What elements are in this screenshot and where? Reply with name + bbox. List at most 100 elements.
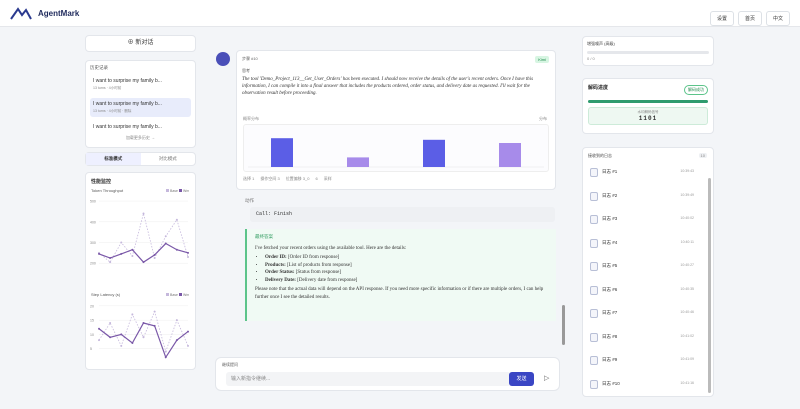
log-item[interactable]: 日志 #1 10:39:43: [588, 165, 708, 189]
log-scrollbar[interactable]: [708, 178, 711, 393]
log-time: 10:40:35: [680, 286, 694, 291]
point: [120, 344, 123, 347]
point: [164, 235, 167, 238]
history-item[interactable]: I want to surprise my family b... 13 turn…: [90, 98, 191, 117]
answer-item: Delivery Date: [Delivery date from respo…: [265, 277, 548, 285]
log-name: 日志 #2: [602, 192, 618, 198]
input-label: 继续提问: [222, 362, 238, 367]
header-button[interactable]: 中文: [765, 11, 790, 26]
dist-footer-item: 6: [315, 176, 318, 181]
point: [131, 254, 134, 257]
log-item[interactable]: 日志 #5 10:40:27: [588, 259, 708, 283]
new-chat-button[interactable]: ⊕ 新对话: [85, 35, 196, 52]
noise-slider[interactable]: [587, 51, 709, 54]
point: [153, 310, 156, 313]
throughput-chart: Token Throughput Base Wm 200 300 400 500: [90, 188, 189, 266]
point: [120, 241, 123, 244]
bar: [423, 139, 445, 167]
log-list: 日志 #1 10:39:43 日志 #2 10:39:49 日志 #3 10:40:02 日…: [588, 165, 708, 400]
log-item[interactable]: 日志 #9 10:41:09: [588, 353, 708, 377]
log-icon: [590, 168, 598, 177]
thought-label: 思考: [242, 68, 250, 73]
history-panel: 历史记录 I want to surprise my family b... 13…: [85, 60, 196, 148]
point: [153, 253, 156, 256]
input-field[interactable]: 输入新指令继续...: [226, 372, 511, 386]
log-name: 日志 #1: [602, 169, 618, 174]
point: [187, 344, 189, 347]
decode-signal-box: 水印解码信号 1101: [588, 107, 708, 125]
play-button[interactable]: ▷: [544, 375, 550, 382]
history-item[interactable]: I want to surprise my family b... 13 turn…: [90, 75, 191, 94]
answer-key: Delivery Date:: [265, 277, 296, 283]
mode-tab[interactable]: 对比模式: [158, 156, 177, 161]
point: [142, 322, 145, 324]
log-count: 10: [698, 153, 707, 158]
legend-swatch: [179, 189, 182, 192]
point: [109, 261, 112, 264]
log-item[interactable]: 日志 #8 10:41:02: [588, 330, 708, 354]
point: [142, 336, 145, 339]
header-button[interactable]: 设置: [709, 11, 734, 26]
load-more[interactable]: 加载更多历史 →: [125, 135, 156, 140]
y-tick-label: 10: [90, 333, 94, 337]
send-button[interactable]: 发送: [509, 372, 534, 386]
dist-footer-item: 采样: [323, 176, 332, 181]
log-icon: [590, 309, 598, 318]
legend-swatch: [179, 293, 182, 296]
point: [120, 333, 123, 336]
mode-tab[interactable]: 标准模式: [86, 153, 141, 165]
dist-footer-item: 选择 1: [243, 176, 255, 181]
log-name: 日志 #10: [602, 380, 620, 386]
input-bar: 继续提问 输入新指令继续... 发送 ▷: [215, 357, 560, 391]
history-item[interactable]: I want to surprise my family b...: [90, 121, 191, 133]
log-item[interactable]: 日志 #7 10:40:46: [588, 306, 708, 330]
log-icon: [590, 215, 598, 224]
y-tick-label: 15: [90, 319, 94, 323]
y-tick-label: 300: [90, 241, 96, 245]
legend-label: Base: [170, 189, 178, 193]
point: [131, 342, 134, 344]
answer-intro: I've fetched your recent orders using th…: [255, 245, 407, 251]
y-tick-label: 200: [90, 262, 96, 266]
point: [98, 339, 100, 342]
log-item[interactable]: 日志 #3 10:40:02: [588, 212, 708, 236]
log-item[interactable]: 日志 #4 10:40:11: [588, 236, 708, 260]
scrollbar[interactable]: [562, 305, 565, 345]
bar: [499, 143, 521, 167]
decode-panel: 解码进度 解码成功 水印解码信号 1101: [582, 78, 714, 134]
y-tick-label: 400: [90, 220, 96, 224]
log-item[interactable]: 日志 #2 10:39:49: [588, 189, 708, 213]
legend-label: Wm: [183, 293, 189, 297]
log-icon: [590, 262, 598, 271]
log-icon: [590, 238, 598, 248]
noise-title: 增强噪声 (高级): [587, 41, 615, 46]
log-name: 日志 #7: [602, 310, 618, 315]
log-name: 日志 #3: [602, 216, 618, 221]
answer-item: Order ID: [Order ID from response]: [265, 254, 548, 262]
answer-text: [Status from response]: [295, 270, 342, 275]
answer-outro: Please note that the actual data will de…: [255, 287, 544, 300]
point: [131, 248, 134, 251]
answer-label: 最终答案: [255, 234, 273, 239]
log-item[interactable]: 日志 #6 10:40:35: [588, 283, 708, 307]
action-label: 动作: [245, 198, 254, 203]
point: [164, 350, 167, 353]
legend-swatch: [166, 189, 169, 192]
history-list: I want to surprise my family b... 13 turn…: [90, 75, 191, 133]
log-icon: [590, 191, 598, 201]
header-button[interactable]: 首页: [737, 11, 762, 26]
action-code: Call: Finish: [250, 207, 555, 222]
line-series: [98, 242, 189, 263]
legend-label: Wm: [183, 189, 189, 193]
point: [164, 356, 167, 359]
dist-chart: [248, 138, 544, 168]
log-item[interactable]: 日志 #10 10:41:16: [588, 377, 708, 401]
point: [153, 324, 156, 327]
point: [109, 257, 112, 260]
log-time: 10:41:16: [680, 380, 694, 385]
answer-text: [List of products from response]: [287, 262, 352, 268]
line-series: [98, 213, 189, 263]
point: [153, 257, 156, 260]
y-tick-label: 5: [90, 347, 92, 351]
